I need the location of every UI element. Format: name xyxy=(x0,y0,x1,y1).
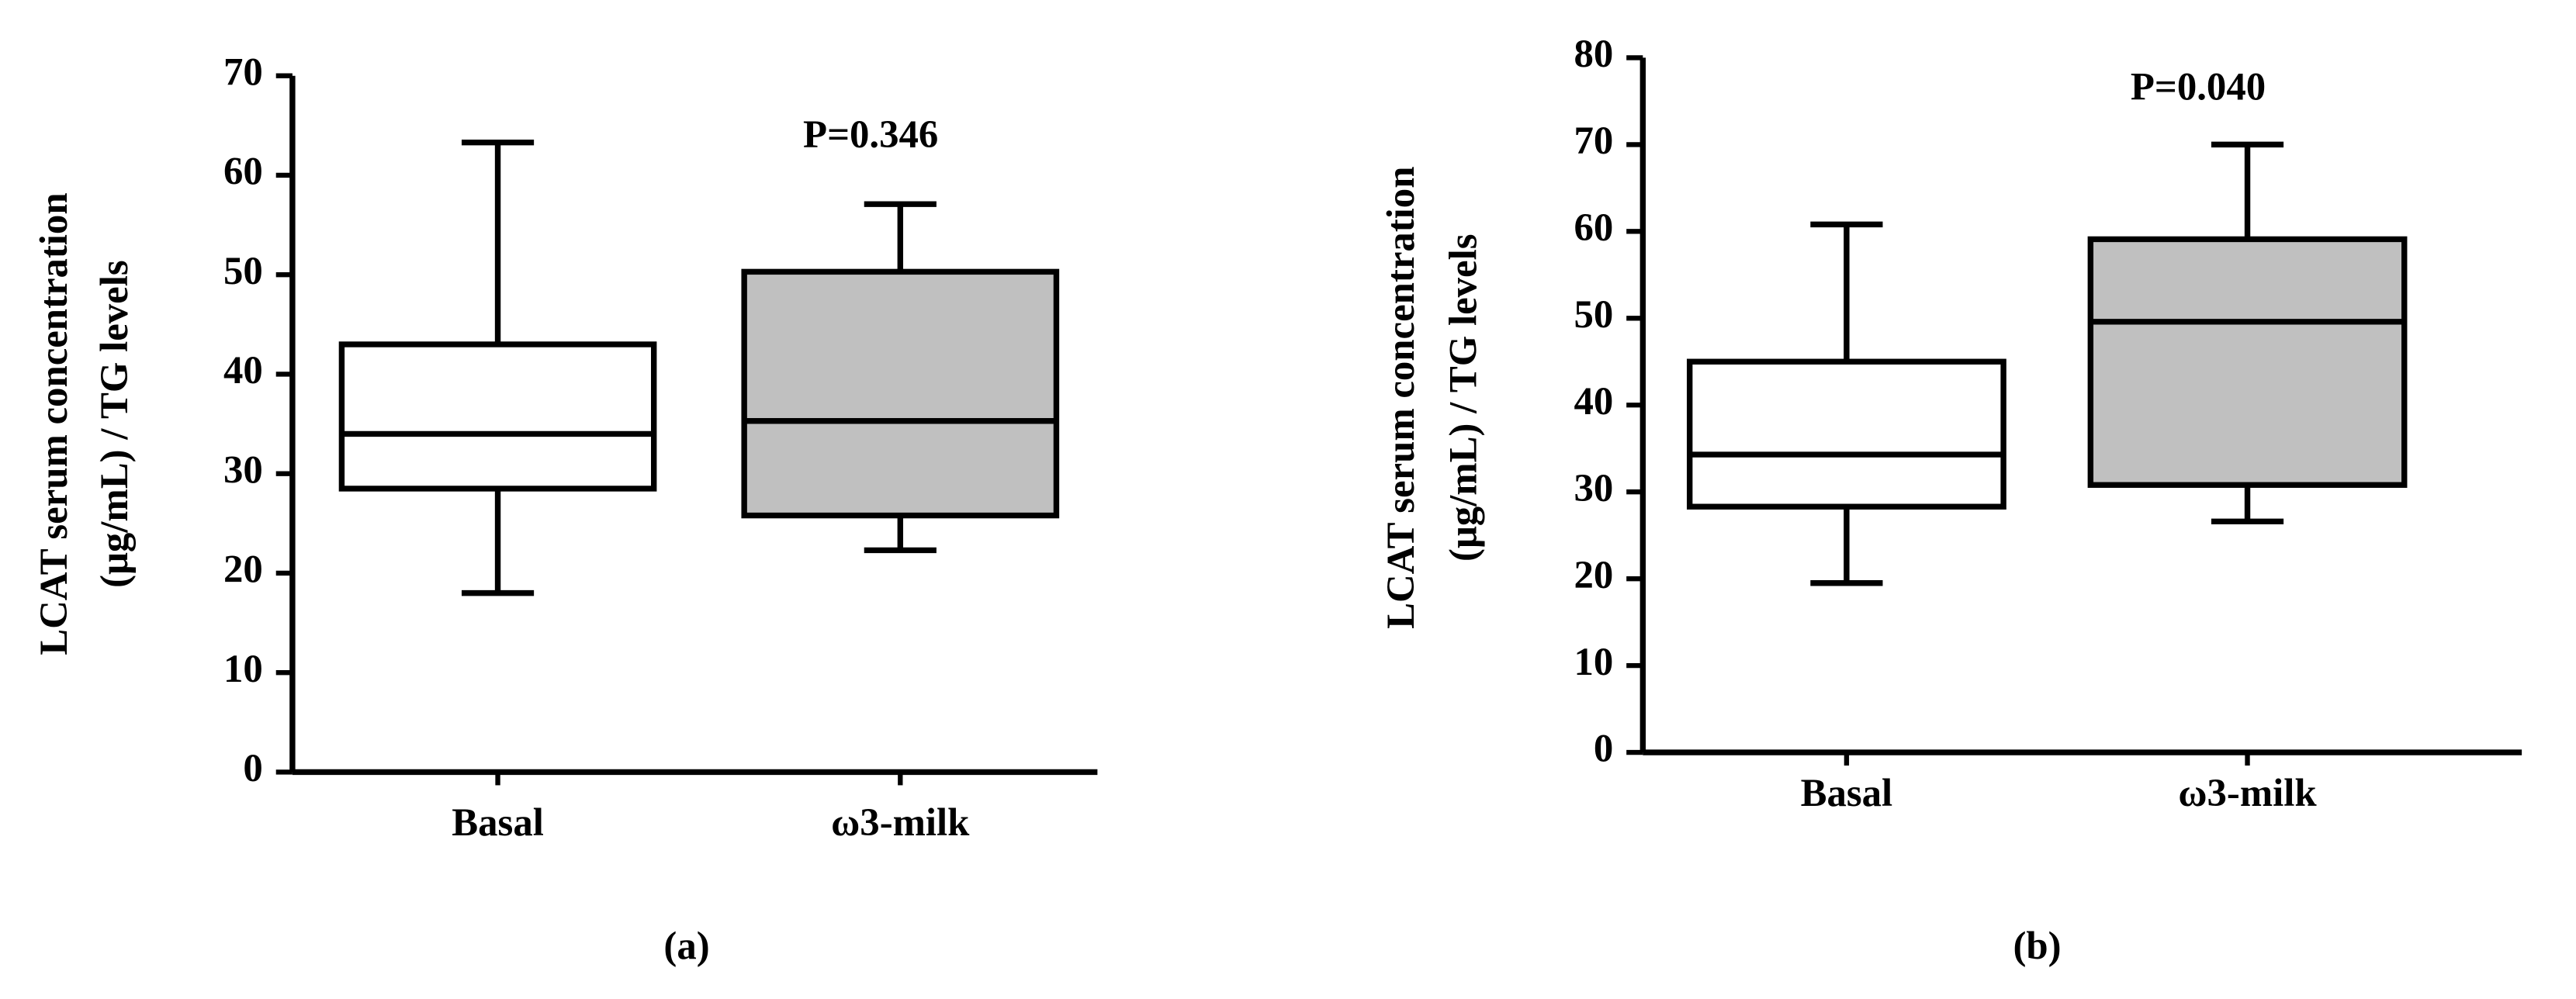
caption: (b) xyxy=(2013,924,2061,967)
y-tick-label: 60 xyxy=(223,150,263,193)
x-tick-label: ω3-milk xyxy=(2178,771,2317,814)
y-tick-label: 50 xyxy=(223,249,263,292)
y-tick-label: 80 xyxy=(1574,32,1613,75)
y-tick-label: 60 xyxy=(1574,206,1613,249)
y-tick-label: 0 xyxy=(243,746,262,790)
box xyxy=(1686,358,2006,510)
y-axis-label: (μg/mL) / TG levels xyxy=(92,260,136,587)
y-tick-label: 30 xyxy=(223,448,263,491)
box xyxy=(741,268,1060,519)
y-tick-label: 70 xyxy=(223,50,263,93)
y-tick-label: 0 xyxy=(1594,727,1613,770)
y-tick-label: 10 xyxy=(223,647,263,690)
box xyxy=(338,341,657,492)
box xyxy=(2087,236,2408,488)
y-axis-label: LCAT serum concentration xyxy=(1379,167,1422,629)
y-tick-label: 10 xyxy=(1574,640,1613,683)
y-axis-label: LCAT serum concentration xyxy=(32,192,75,655)
y-axis-label: (μg/mL) / TG levels xyxy=(1441,234,1484,562)
annotation: P=0.346 xyxy=(803,112,938,156)
annotation: P=0.040 xyxy=(2131,64,2266,108)
y-tick-label: 50 xyxy=(1574,292,1613,336)
x-tick-label: Basal xyxy=(452,800,544,844)
y-tick-label: 30 xyxy=(1574,466,1613,510)
y-tick-label: 40 xyxy=(1574,379,1613,423)
y-tick-label: 20 xyxy=(1574,553,1613,596)
y-tick-label: 20 xyxy=(223,548,263,591)
y-tick-label: 40 xyxy=(223,348,263,392)
y-tick-label: 70 xyxy=(1574,119,1613,162)
caption: (a) xyxy=(663,924,709,967)
x-tick-label: Basal xyxy=(1801,771,1893,814)
x-tick-label: ω3-milk xyxy=(831,800,970,844)
